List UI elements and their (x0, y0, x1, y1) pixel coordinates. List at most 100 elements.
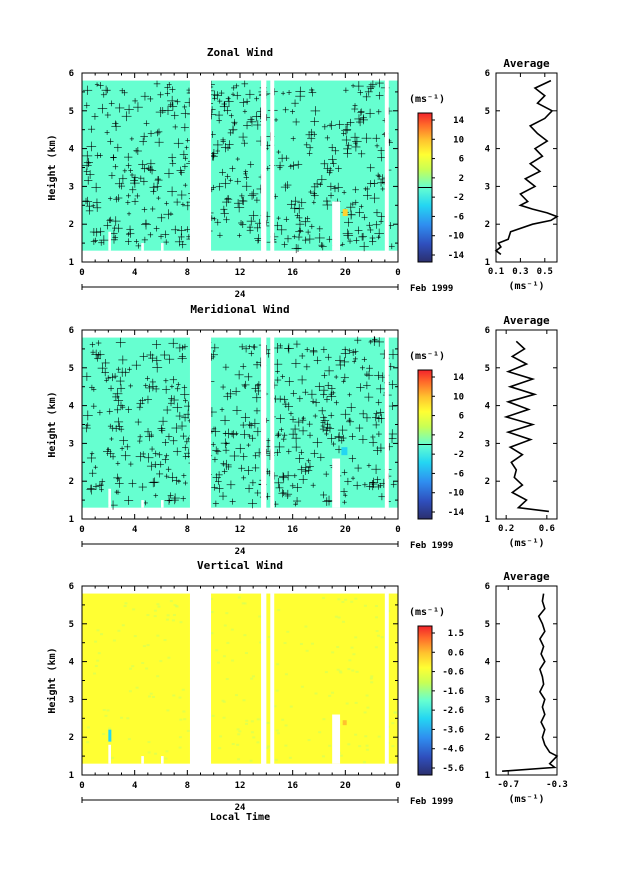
data-speckle (276, 732, 280, 735)
data-speckle (363, 711, 367, 714)
data-speckle (96, 629, 100, 632)
data-speckle (338, 670, 342, 673)
average-x-tick-label: -0.7 (497, 780, 519, 790)
data-speckle (178, 746, 182, 749)
data-speckle (178, 736, 182, 739)
data-speckle (210, 632, 214, 635)
data-speckle (222, 716, 226, 719)
x-tick-label: 12 (235, 268, 246, 278)
missing-data-gap (261, 587, 267, 775)
colorbar-unit: (ms⁻¹) (409, 607, 445, 618)
average-y-tick-label: 5 (485, 364, 490, 374)
data-speckle (167, 656, 171, 659)
data-speckle (164, 757, 168, 760)
data-speckle (141, 662, 145, 665)
y-tick-label: 3 (69, 182, 74, 192)
data-speckle (159, 660, 163, 663)
x-tick-label: 20 (340, 525, 351, 535)
x-tick-label: 8 (185, 781, 190, 791)
average-y-tick-label: 2 (485, 220, 490, 230)
missing-data-gap (384, 74, 389, 262)
data-speckle (236, 728, 240, 731)
data-speckle (102, 708, 106, 711)
data-speckle (252, 736, 256, 739)
data-speckle (289, 705, 293, 708)
colorbar-tick-label: 10 (453, 135, 464, 145)
data-speckle (354, 597, 358, 600)
average-title: Average (503, 314, 550, 327)
data-speckle (182, 710, 186, 713)
colorbar-tick-label: 6 (459, 412, 464, 422)
data-speckle (354, 701, 358, 704)
x-axis-label: Local Time (210, 811, 270, 823)
data-speckle (310, 642, 314, 645)
data-speckle (178, 696, 182, 699)
y-tick-label: 5 (69, 364, 74, 374)
data-speckle (363, 604, 367, 607)
missing-data-notch (108, 744, 111, 764)
data-speckle (172, 694, 176, 697)
data-speckle (117, 629, 121, 632)
colorbar-tick-label: -2 (453, 450, 464, 460)
data-speckle (219, 735, 223, 738)
average-y-tick-label: 1 (485, 258, 490, 268)
data-speckle (299, 642, 303, 645)
colorbar-tick-label: 14 (453, 116, 464, 126)
data-speckle (97, 652, 101, 655)
data-speckle (181, 688, 185, 691)
data-speckle (354, 636, 358, 639)
data-field (82, 331, 398, 519)
y-tick-label: 4 (69, 145, 75, 155)
data-speckle (267, 635, 271, 638)
missing-data-notch (332, 458, 341, 508)
colorbar-tick-label: -5.6 (442, 764, 464, 774)
data-speckle (106, 709, 110, 712)
y-tick-label: 4 (69, 658, 75, 668)
data-speckle (156, 603, 160, 606)
y-tick-label: 6 (69, 326, 74, 336)
data-speckle (339, 671, 343, 674)
data-speckle (328, 694, 332, 697)
y-tick-label: 1 (69, 515, 74, 525)
colorbar-tick-label: -0.6 (442, 668, 464, 678)
data-speckle (366, 706, 370, 709)
data-speckle (300, 685, 304, 688)
data-speckle (237, 733, 241, 736)
average-x-tick-label: 0.1 (488, 267, 504, 277)
data-speckle (216, 661, 220, 664)
missing-data-gap (189, 331, 212, 519)
data-field (82, 74, 398, 262)
data-speckle (146, 614, 150, 617)
data-speckle (362, 761, 366, 764)
data-speckle (304, 625, 308, 628)
x-tick-label: 0 (395, 268, 400, 278)
data-speckle (307, 739, 311, 742)
average-y-tick-label: 1 (485, 515, 490, 525)
data-speckle (225, 612, 229, 615)
data-speckle (321, 755, 325, 758)
y-tick-label: 4 (69, 402, 75, 412)
x-tick-label: 4 (132, 268, 138, 278)
data-speckle (275, 729, 279, 732)
colorbar-tick-label: -6 (453, 212, 464, 222)
data-speckle (374, 605, 378, 608)
data-speckle (151, 695, 155, 698)
x-tick-label: 0 (79, 268, 84, 278)
data-speckle (337, 616, 341, 619)
data-speckle (223, 624, 227, 627)
average-y-tick-label: 5 (485, 620, 490, 630)
data-speckle (324, 671, 328, 674)
data-speckle (243, 634, 247, 637)
data-speckle (154, 752, 158, 755)
data-feature (342, 209, 348, 217)
data-speckle (157, 605, 161, 608)
average-frame (495, 72, 558, 263)
missing-data-notch (161, 756, 164, 764)
x-tick-label: 0 (395, 781, 400, 791)
y-tick-label: 3 (69, 695, 74, 705)
average-y-tick-label: 4 (485, 402, 491, 412)
colorbar-tick-label: -6 (453, 469, 464, 479)
month-label: Feb 1999 (410, 797, 453, 807)
data-speckle (321, 596, 325, 599)
